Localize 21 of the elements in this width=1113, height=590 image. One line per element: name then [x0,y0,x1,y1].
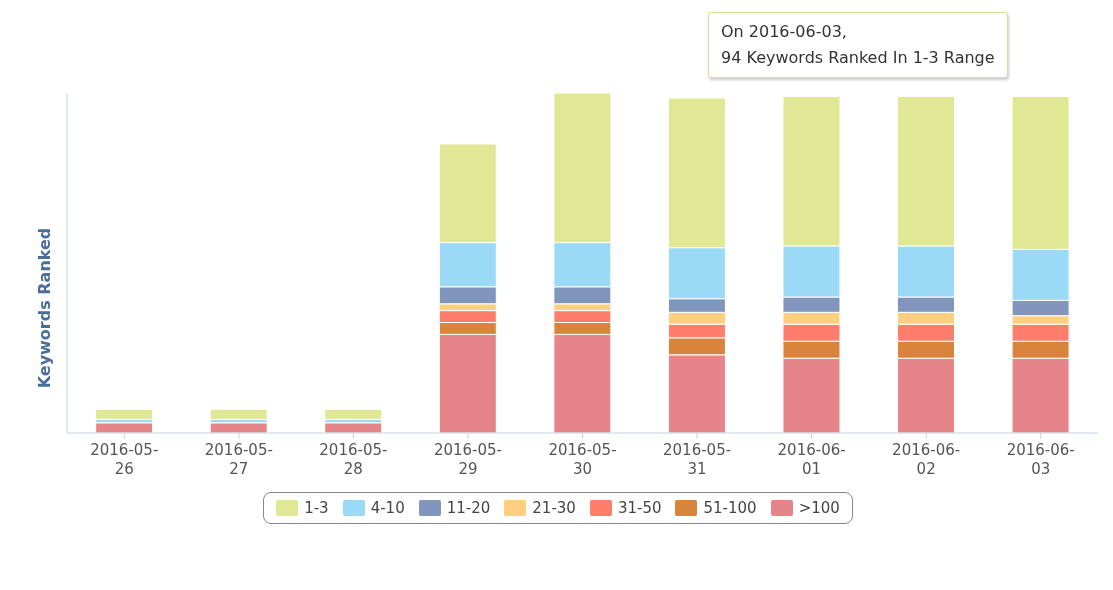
legend-label: 4-10 [370,499,405,517]
x-tick-label: 2016-05-28 [319,441,388,478]
bar [324,408,383,420]
x-tick-label: 2016-05-29 [433,441,502,478]
bar [209,408,268,420]
x-tick-label: 2016-06-01 [777,441,846,478]
x-tick-label: 2016-05-30 [548,441,617,478]
x-tick-label: 2016-05-27 [204,441,273,478]
legend-label: >100 [798,499,840,517]
legend-label: 21-30 [532,499,576,517]
legend-label: 31-50 [617,499,662,517]
x-tick-label: 2016-06-03 [1006,441,1075,478]
bar [95,408,154,420]
legend-label: 11-20 [446,499,491,517]
x-tick-label: 2016-06-02 [892,441,961,478]
y-axis-title: Keywords Ranked [34,227,54,389]
x-tick-label: 2016-05-26 [90,441,159,478]
text: On 2016-06-03, 94 Keywords Ranked In 1-3 Range [708,12,1008,78]
legend-label: 51-100 [703,499,757,517]
legend-label: 1-3 [304,499,329,517]
x-tick-label: 2016-05-31 [663,441,732,478]
